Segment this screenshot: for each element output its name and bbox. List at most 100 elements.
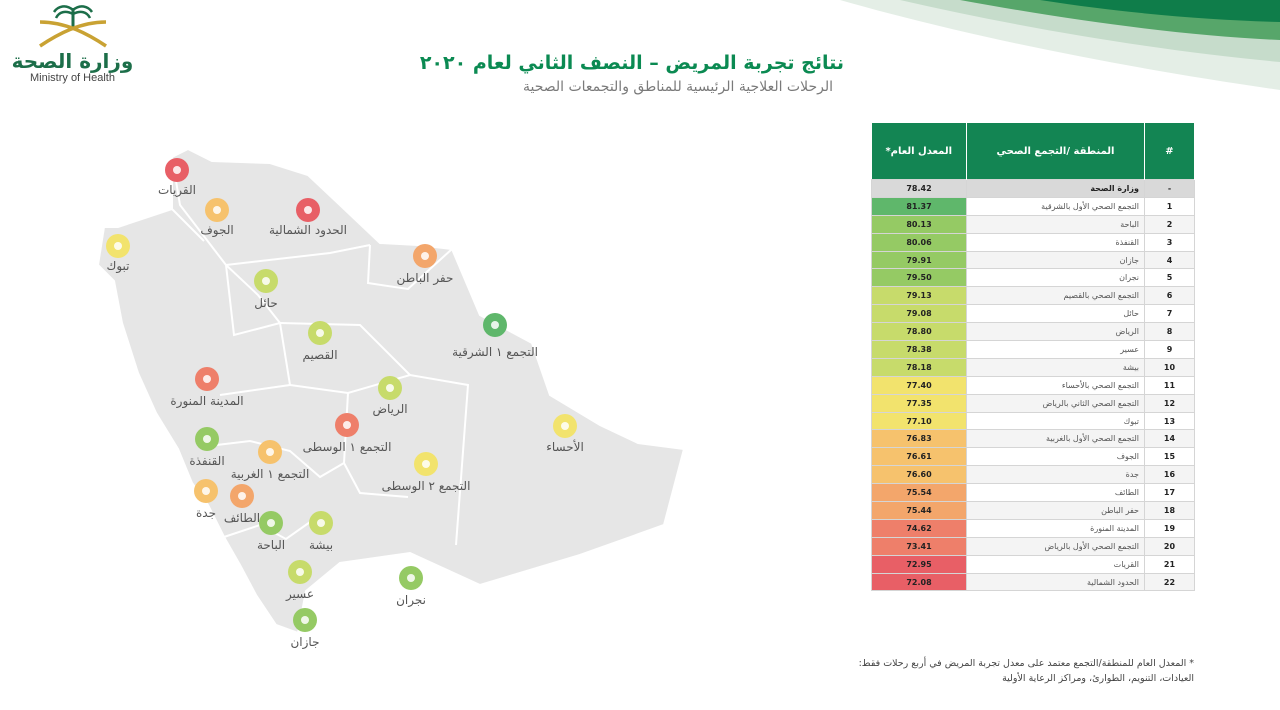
- map-label: حائل: [254, 296, 278, 310]
- score-cell: 73.41: [871, 536, 967, 556]
- table-row: 3 القنفذة 80.06: [871, 232, 1195, 252]
- map-label: بيشة: [309, 538, 333, 552]
- rank-cell: 18: [1144, 501, 1195, 520]
- table-row: 1 التجمع الصحي الأول بالشرقية 81.37: [871, 196, 1195, 216]
- map-marker-dot: [343, 421, 351, 429]
- rank-cell: 22: [1144, 572, 1195, 592]
- table-row: 19 المدينة المنورة 74.62: [871, 518, 1195, 538]
- map-label: المدينة المنورة: [170, 394, 243, 409]
- table-row: 6 التجمع الصحي بالقصيم 79.13: [871, 286, 1195, 306]
- footnote-line-2: العيادات، التنويم، الطوارئ، ومراكز الرعا…: [1002, 673, 1194, 684]
- footnote: * المعدل العام للمنطقة/التجمع معتمد على …: [674, 656, 1194, 686]
- region-cell: بيشة: [966, 357, 1145, 377]
- map-label: عسير: [285, 587, 314, 602]
- region-cell: الحدود الشمالية: [966, 572, 1145, 592]
- score-cell: 76.60: [871, 465, 967, 485]
- rank-cell: 12: [1144, 393, 1195, 413]
- rank-cell: 5: [1144, 268, 1195, 288]
- score-cell: 72.08: [871, 572, 967, 592]
- map-label: الحدود الشمالية: [269, 223, 347, 238]
- rank-cell: 16: [1144, 465, 1195, 485]
- map-label: التجمع ٢ الوسطى: [382, 479, 471, 494]
- rank-cell: -: [1144, 179, 1195, 198]
- map-marker-dot: [267, 519, 275, 527]
- table-row: 22 الحدود الشمالية 72.08: [871, 572, 1195, 592]
- score-cell: 81.37: [871, 196, 967, 216]
- score-cell: 78.80: [871, 322, 967, 342]
- rank-cell: 15: [1144, 447, 1195, 467]
- score-cell: 72.95: [871, 554, 967, 574]
- map-label: جدة: [196, 506, 216, 520]
- score-cell: 76.61: [871, 447, 967, 467]
- region-cell: وزارة الصحة: [966, 179, 1145, 198]
- map-marker-dot: [202, 487, 210, 495]
- palm-swords-icon: [38, 5, 107, 48]
- logo-english-text: Ministry of Health: [30, 72, 115, 84]
- region-cell: جازان: [966, 250, 1145, 270]
- map-label: تبوك: [106, 259, 129, 274]
- table-row: 11 التجمع الصحي بالأحساء 77.40: [871, 375, 1195, 395]
- table-row: 17 الطائف 75.54: [871, 483, 1195, 503]
- page-title: نتائج تجربة المريض – النصف الثاني لعام ٢…: [419, 52, 844, 74]
- table-row: - وزارة الصحة 78.42: [871, 179, 1195, 198]
- map-marker-dot: [203, 375, 211, 383]
- score-cell: 74.62: [871, 518, 967, 538]
- region-cell: عسير: [966, 340, 1145, 359]
- map-label: القريات: [158, 183, 196, 198]
- rank-cell: 19: [1144, 518, 1195, 538]
- region-cell: التجمع الصحي الأول بالشرقية: [966, 196, 1145, 216]
- region-cell: الجوف: [966, 447, 1145, 467]
- table-row: 21 القريات 72.95: [871, 554, 1195, 574]
- score-cell: 78.42: [871, 179, 967, 198]
- footnote-line-1: * المعدل العام للمنطقة/التجمع معتمد على …: [858, 658, 1194, 669]
- table-row: 13 تبوك 77.10: [871, 411, 1195, 431]
- logo-arabic-text: وزارة الصحة: [11, 49, 134, 73]
- page-subtitle: الرحلات العلاجية الرئيسية للمناطق والتجم…: [522, 79, 833, 95]
- ministry-logo: وزارة الصحة Ministry of Health: [10, 4, 135, 96]
- region-cell: الباحة: [966, 214, 1145, 234]
- map-label: حفر الباطن: [397, 271, 454, 286]
- region-cell: التجمع الصحي الأول بالرياض: [966, 536, 1145, 556]
- col-header-region: المنطقة /التجمع الصحي: [966, 123, 1145, 180]
- score-cell: 79.13: [871, 286, 967, 306]
- map-marker-dot: [173, 166, 181, 174]
- rank-cell: 7: [1144, 304, 1195, 324]
- rank-cell: 20: [1144, 536, 1195, 556]
- rank-cell: 4: [1144, 250, 1195, 270]
- map-marker-dot: [407, 574, 415, 582]
- region-cell: حفر الباطن: [966, 501, 1145, 520]
- map-marker-dot: [266, 448, 274, 456]
- map-label: القصيم: [302, 348, 337, 362]
- table-row: 16 جدة 76.60: [871, 465, 1195, 485]
- score-cell: 78.18: [871, 357, 967, 377]
- map-marker-dot: [238, 492, 246, 500]
- score-cell: 75.54: [871, 483, 967, 503]
- region-cell: تبوك: [966, 411, 1145, 431]
- saudi-regions-map: القريات الجوف الحدود الشمالية تبوك حائل حفر ا…: [96, 147, 686, 650]
- score-cell: 77.40: [871, 375, 967, 395]
- col-header-rank: #: [1144, 123, 1195, 180]
- score-cell: 79.91: [871, 250, 967, 270]
- map-marker-dot: [203, 435, 211, 443]
- score-cell: 75.44: [871, 501, 967, 520]
- table-row: 14 التجمع الصحي الأول بالغربية 76.83: [871, 429, 1195, 449]
- table-row: 20 التجمع الصحي الأول بالرياض 73.41: [871, 536, 1195, 556]
- map-label: التجمع ١ الوسطى: [303, 440, 392, 455]
- map-marker-dot: [301, 616, 309, 624]
- table-row: 2 الباحة 80.13: [871, 214, 1195, 234]
- score-cell: 80.06: [871, 232, 967, 252]
- score-cell: 80.13: [871, 214, 967, 234]
- rank-cell: 3: [1144, 232, 1195, 252]
- table-row: 7 حائل 79.08: [871, 304, 1195, 324]
- map-label: الباحة: [257, 538, 285, 552]
- map-label: الجوف: [200, 223, 233, 238]
- score-cell: 78.38: [871, 340, 967, 359]
- score-cell: 79.08: [871, 304, 967, 324]
- map-marker-dot: [296, 568, 304, 576]
- map-marker-dot: [316, 329, 324, 337]
- rank-cell: 13: [1144, 411, 1195, 431]
- score-cell: 76.83: [871, 429, 967, 449]
- table-row: 5 نجران 79.50: [871, 268, 1195, 288]
- region-cell: الطائف: [966, 483, 1145, 503]
- rank-cell: 8: [1144, 322, 1195, 342]
